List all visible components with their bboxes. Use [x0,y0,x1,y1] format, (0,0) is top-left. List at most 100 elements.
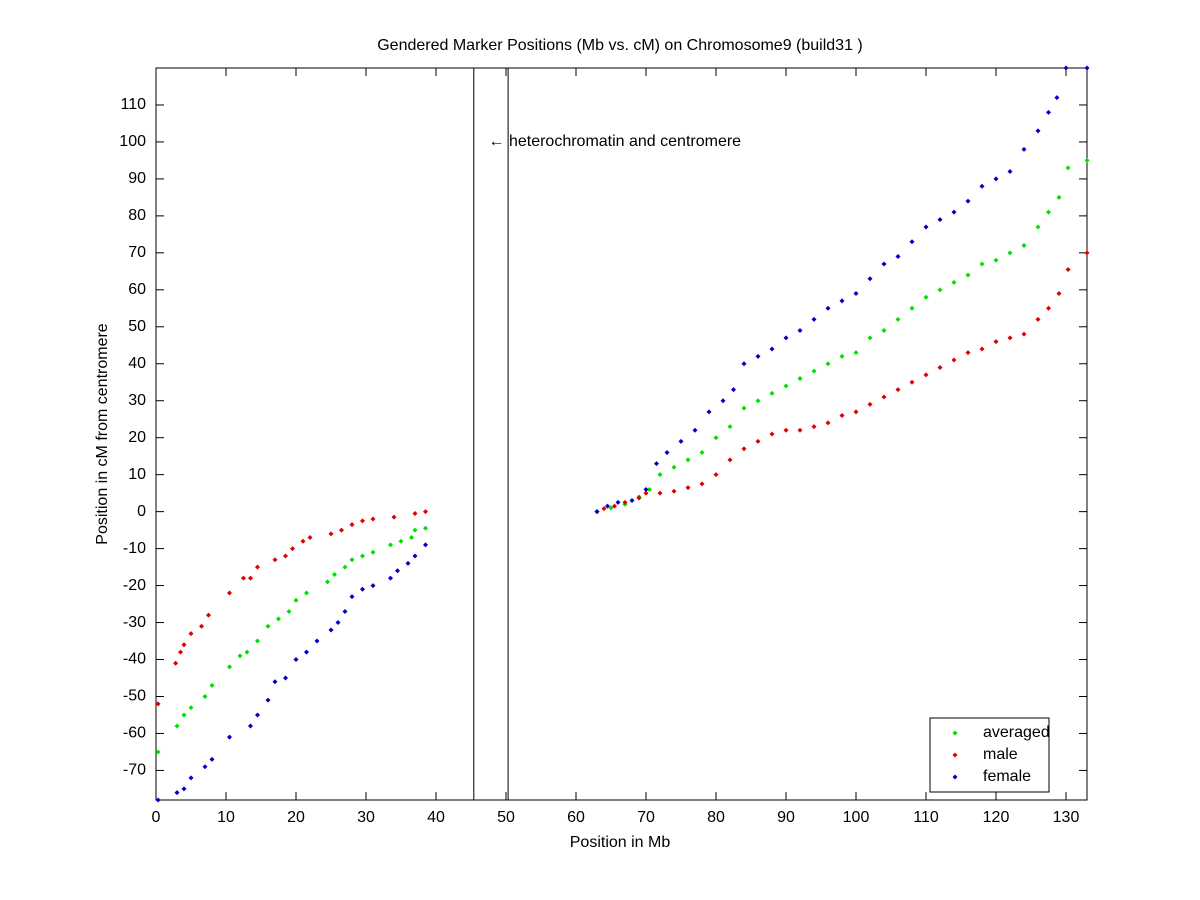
point [328,627,334,633]
y-tick-label: -10 [123,540,146,557]
point [909,305,915,311]
point [769,431,775,437]
y-axis-label: Position in cM from centromere [94,323,111,545]
point [388,575,393,581]
point [699,481,705,487]
point [965,272,971,278]
point [853,350,859,356]
point [993,257,999,263]
point [293,597,299,603]
point [755,438,761,444]
point [241,575,246,581]
point [1056,194,1062,200]
point [594,509,600,515]
point [300,538,306,544]
point [409,535,414,541]
point [398,538,404,544]
point [825,420,831,426]
point [325,579,330,585]
x-tick-label: 130 [1053,809,1080,826]
point [1007,169,1013,175]
point [895,254,901,260]
point [360,518,365,524]
point [155,749,161,755]
point [657,490,663,496]
point [811,368,817,374]
point [853,409,859,415]
point [248,723,253,729]
point [339,527,344,533]
point [671,464,677,470]
point [741,361,747,367]
point [155,797,161,803]
point [1065,266,1071,272]
point [755,398,761,404]
point [951,357,957,363]
point [244,649,250,655]
point [783,335,789,341]
point [1084,65,1090,71]
point [909,379,915,385]
point [867,335,873,341]
point [979,346,985,352]
point [181,712,187,718]
point [423,542,428,548]
point [1063,65,1069,71]
point [783,383,789,389]
point [304,590,309,596]
point [706,409,712,415]
x-tick-label: 50 [497,809,515,826]
point [1007,250,1013,256]
point [227,664,232,670]
point [283,675,288,681]
point [342,608,348,614]
point [290,546,295,552]
point [671,488,677,494]
point [360,553,365,559]
point [811,424,817,430]
point [1021,146,1027,152]
point [605,503,610,509]
y-tick-label: 60 [128,281,146,298]
point [839,413,845,419]
point [839,298,845,304]
x-tick-label: 10 [217,809,235,826]
x-axis-label: Position in Mb [570,834,671,851]
point [678,438,684,444]
point [412,510,418,516]
point [314,638,320,644]
legend-label: male [983,746,1018,763]
x-tick-label: 60 [567,809,585,826]
point [188,631,194,637]
chart-title: Gendered Marker Positions (Mb vs. cM) on… [377,37,863,54]
point [349,594,355,600]
y-tick-label: -40 [123,651,146,668]
y-tick-label: -70 [123,762,146,779]
point [332,571,337,577]
point [923,372,929,378]
point [283,553,288,559]
y-tick-label: 100 [119,133,146,150]
y-tick-label: -60 [123,725,146,742]
point [797,427,803,433]
y-tick-label: 30 [128,392,146,409]
point [727,457,733,463]
x-tick-label: 90 [777,809,795,826]
point [265,623,271,629]
point [423,525,428,531]
point [867,401,873,407]
point [615,499,621,505]
x-tick-label: 80 [707,809,725,826]
point [248,575,253,581]
annotation: ← heterochromatin and centromere [489,133,742,150]
point [1046,109,1051,115]
point [237,653,243,659]
point [202,693,208,699]
point [155,701,161,707]
point [965,350,971,356]
point [1065,165,1071,171]
y-tick-label: -30 [123,614,146,631]
point [657,472,663,478]
plot-area [155,67,1088,801]
point [1084,250,1090,256]
